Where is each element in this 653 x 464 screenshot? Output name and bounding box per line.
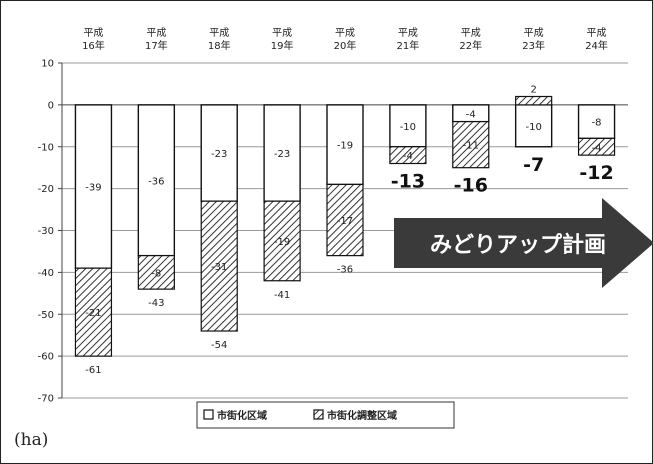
label-chosei: -11 xyxy=(463,141,479,152)
category-label: 平成 16年 xyxy=(82,27,105,52)
y-tick-label: 10 xyxy=(41,59,54,70)
total-label: -13 xyxy=(391,171,425,193)
bar-chosei xyxy=(389,146,427,165)
label-shigaika: -8 xyxy=(592,118,602,129)
arrow-shape xyxy=(394,198,653,288)
category-label: 平成 24年 xyxy=(585,27,608,52)
category-label: 平成 19年 xyxy=(271,27,294,52)
total-label: -43 xyxy=(148,298,164,309)
bar-chosei xyxy=(200,200,238,332)
category-label: 平成 17年 xyxy=(145,27,168,52)
bar-shigaika xyxy=(389,104,427,148)
category-label: 平成 18年 xyxy=(208,27,231,52)
bar-chosei xyxy=(515,95,553,106)
label-chosei: -4 xyxy=(403,151,413,162)
y-tick-label: -10 xyxy=(38,142,54,153)
y-tick-label: -70 xyxy=(38,394,54,405)
bar-chosei xyxy=(263,200,301,282)
label-shigaika: -19 xyxy=(337,141,353,152)
label-chosei: -17 xyxy=(337,216,353,227)
legend: 市街化区域 市街化調整区域 xyxy=(196,401,455,429)
legend-box xyxy=(196,401,455,429)
total-label: -16 xyxy=(454,175,488,197)
legend-swatch-shigaika xyxy=(203,409,214,420)
label-chosei: -31 xyxy=(211,262,227,273)
label-shigaika: -10 xyxy=(400,122,416,133)
bar-chosei xyxy=(74,267,113,357)
total-label: -7 xyxy=(523,154,544,176)
total-label: -41 xyxy=(274,290,290,301)
total-label: -61 xyxy=(85,365,101,376)
annotation-arrow: みどりアップ計画 xyxy=(394,198,653,288)
label-chosei: -19 xyxy=(274,237,290,248)
bar-chosei xyxy=(577,137,616,156)
label-chosei: 2 xyxy=(530,85,536,96)
y-axis: 10 0 -10 -20 -30 -40 -50 -60 -70 xyxy=(38,59,63,405)
bar-chosei xyxy=(452,121,490,169)
bar-shigaika xyxy=(577,104,616,140)
y-tick-label: -20 xyxy=(38,184,54,195)
legend-label-shigaika: 市街化区域 xyxy=(217,409,267,422)
bars xyxy=(74,95,616,357)
arrow-text: みどりアップ計画 xyxy=(430,232,606,258)
category-labels: 平成 16年 平成 17年 平成 18年 平成 19年 平成 20年 平成 21年 平成 22年 平成 23年… xyxy=(82,27,608,52)
bar-shigaika xyxy=(514,104,553,148)
label-shigaika: -4 xyxy=(466,109,476,120)
label-shigaika: -39 xyxy=(85,183,101,194)
data-labels: -39 -21 -61 -36 -8 -43 -23 -31 -54 -23 -19 -41 -19 -1… xyxy=(85,85,613,377)
category-label: 平成 21年 xyxy=(397,27,420,52)
legend-swatch-chosei xyxy=(313,409,324,420)
total-label: -12 xyxy=(579,162,613,184)
label-shigaika: -23 xyxy=(211,149,227,160)
unit-label: (ha) xyxy=(14,430,49,450)
bar-chosei xyxy=(326,183,364,257)
bar-shigaika xyxy=(200,104,238,202)
y-tick-label: 0 xyxy=(48,100,54,111)
label-shigaika: -23 xyxy=(274,149,290,160)
label-chosei: -8 xyxy=(151,268,161,279)
y-tick-label: -30 xyxy=(38,226,54,237)
category-label: 平成 20年 xyxy=(334,27,357,52)
bar-shigaika xyxy=(137,104,176,257)
bar-chosei xyxy=(137,255,175,290)
label-shigaika: -10 xyxy=(525,122,541,133)
bar-shigaika xyxy=(326,104,364,186)
category-label: 平成 23年 xyxy=(522,27,545,52)
total-label: -54 xyxy=(211,340,227,351)
label-shigaika: -36 xyxy=(148,176,164,187)
y-tick-label: -40 xyxy=(38,268,54,279)
category-label: 平成 22年 xyxy=(459,27,482,52)
y-tick-label: -50 xyxy=(38,310,54,321)
label-chosei: -4 xyxy=(592,143,602,154)
total-label: -36 xyxy=(337,265,353,276)
legend-label-chosei: 市街化調整区域 xyxy=(327,409,397,422)
y-tick-label: -60 xyxy=(38,352,54,363)
label-chosei: -21 xyxy=(85,308,101,319)
